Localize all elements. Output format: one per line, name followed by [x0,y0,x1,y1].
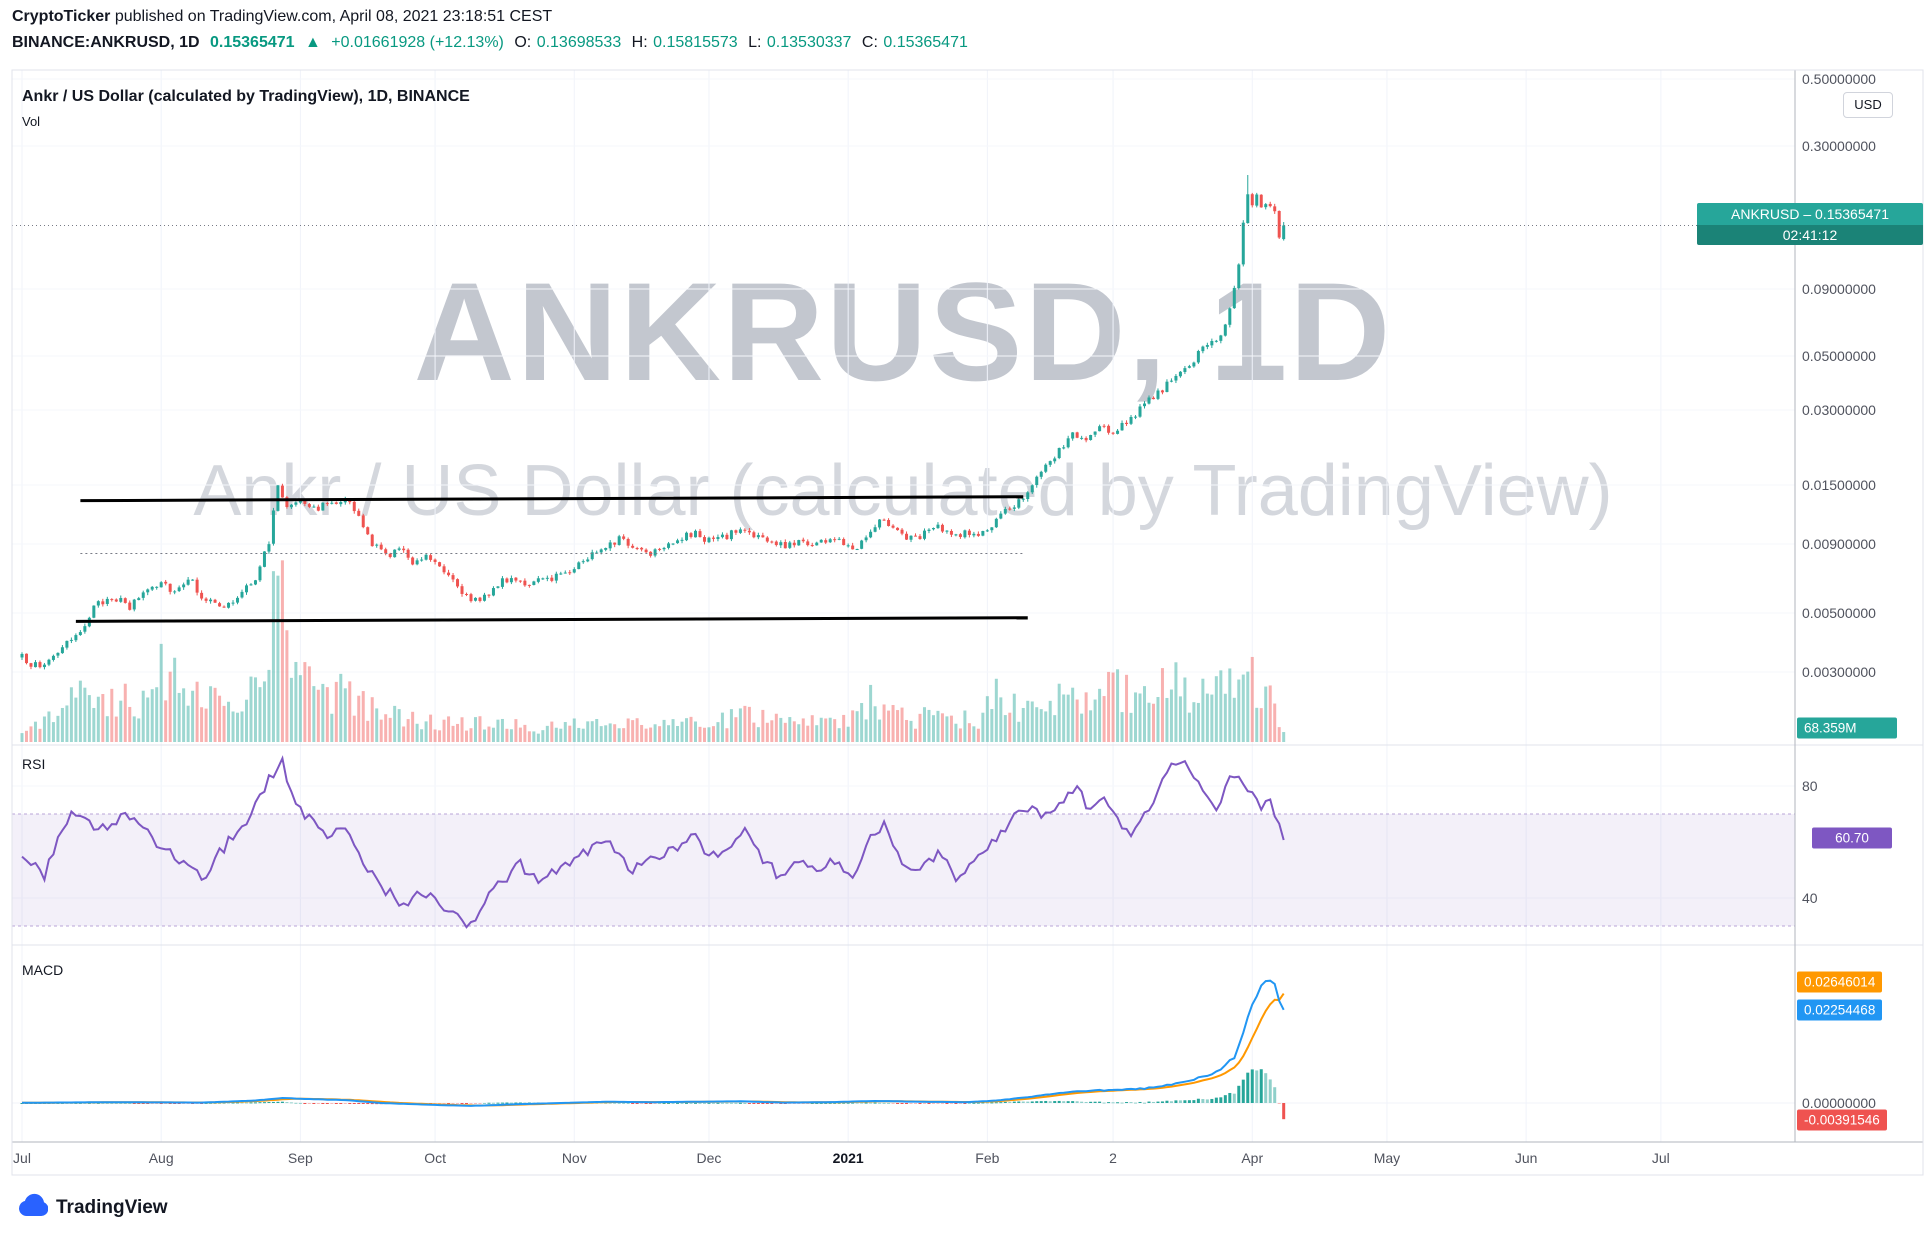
symbol-info-bar: BINANCE:ANKRUSD, 1D 0.15365471 ▲ +0.0166… [12,34,974,52]
byline-author: CryptoTicker [12,8,111,25]
tradingview-logo-text: TradingView [56,1196,168,1218]
rsi-pane-label: RSI [22,756,46,772]
rsi-value-label: 60.70 [1812,827,1892,849]
low-value: 0.13530337 [766,34,852,51]
byline-text: published on TradingView.com, April 08, … [110,8,553,25]
open-value: 0.13698533 [536,34,622,51]
close-label: C: [861,34,878,51]
price-change: +0.01661928 (+12.13%) [331,34,504,51]
last-price-label: ANKRUSD – 0.15365471 02:41:12 [1697,203,1923,245]
symbol-name: BINANCE:ANKRUSD, 1D [12,34,200,51]
macd-signal-value-label: 0.02646014 [1797,971,1883,993]
volume-value-label: 68.359M [1797,717,1897,739]
watermark-symbol: ANKRUSD, 1D [413,253,1393,410]
up-arrow-icon: ▲ [305,34,321,51]
open-label: O: [514,34,532,51]
macd-line-value-label: 0.02254468 [1797,999,1883,1021]
currency-toggle-button[interactable]: USD [1843,92,1893,118]
close-value: 0.15365471 [883,34,968,51]
low-label: L: [748,34,762,51]
last-price-label-text: ANKRUSD – 0.15365471 [1697,203,1923,225]
high-label: H: [631,34,648,51]
volume-legend: Vol [22,114,41,129]
macd-pane-label: MACD [22,962,64,978]
tradingview-logo[interactable]: TradingView [14,1192,168,1223]
last-price-value: 0.15365471 [210,34,295,51]
byline: CryptoTicker published on TradingView.co… [12,8,552,26]
countdown-timer: 02:41:12 [1697,225,1923,245]
chart-legend-title: Ankr / US Dollar (calculated by TradingV… [22,88,470,105]
macd-histogram-value-label: -0.00391546 [1797,1109,1887,1131]
high-value: 0.15815573 [653,34,738,51]
tradingview-cloud-icon [14,1192,49,1223]
watermark-title: Ankr / US Dollar (calculated by TradingV… [193,451,1613,531]
